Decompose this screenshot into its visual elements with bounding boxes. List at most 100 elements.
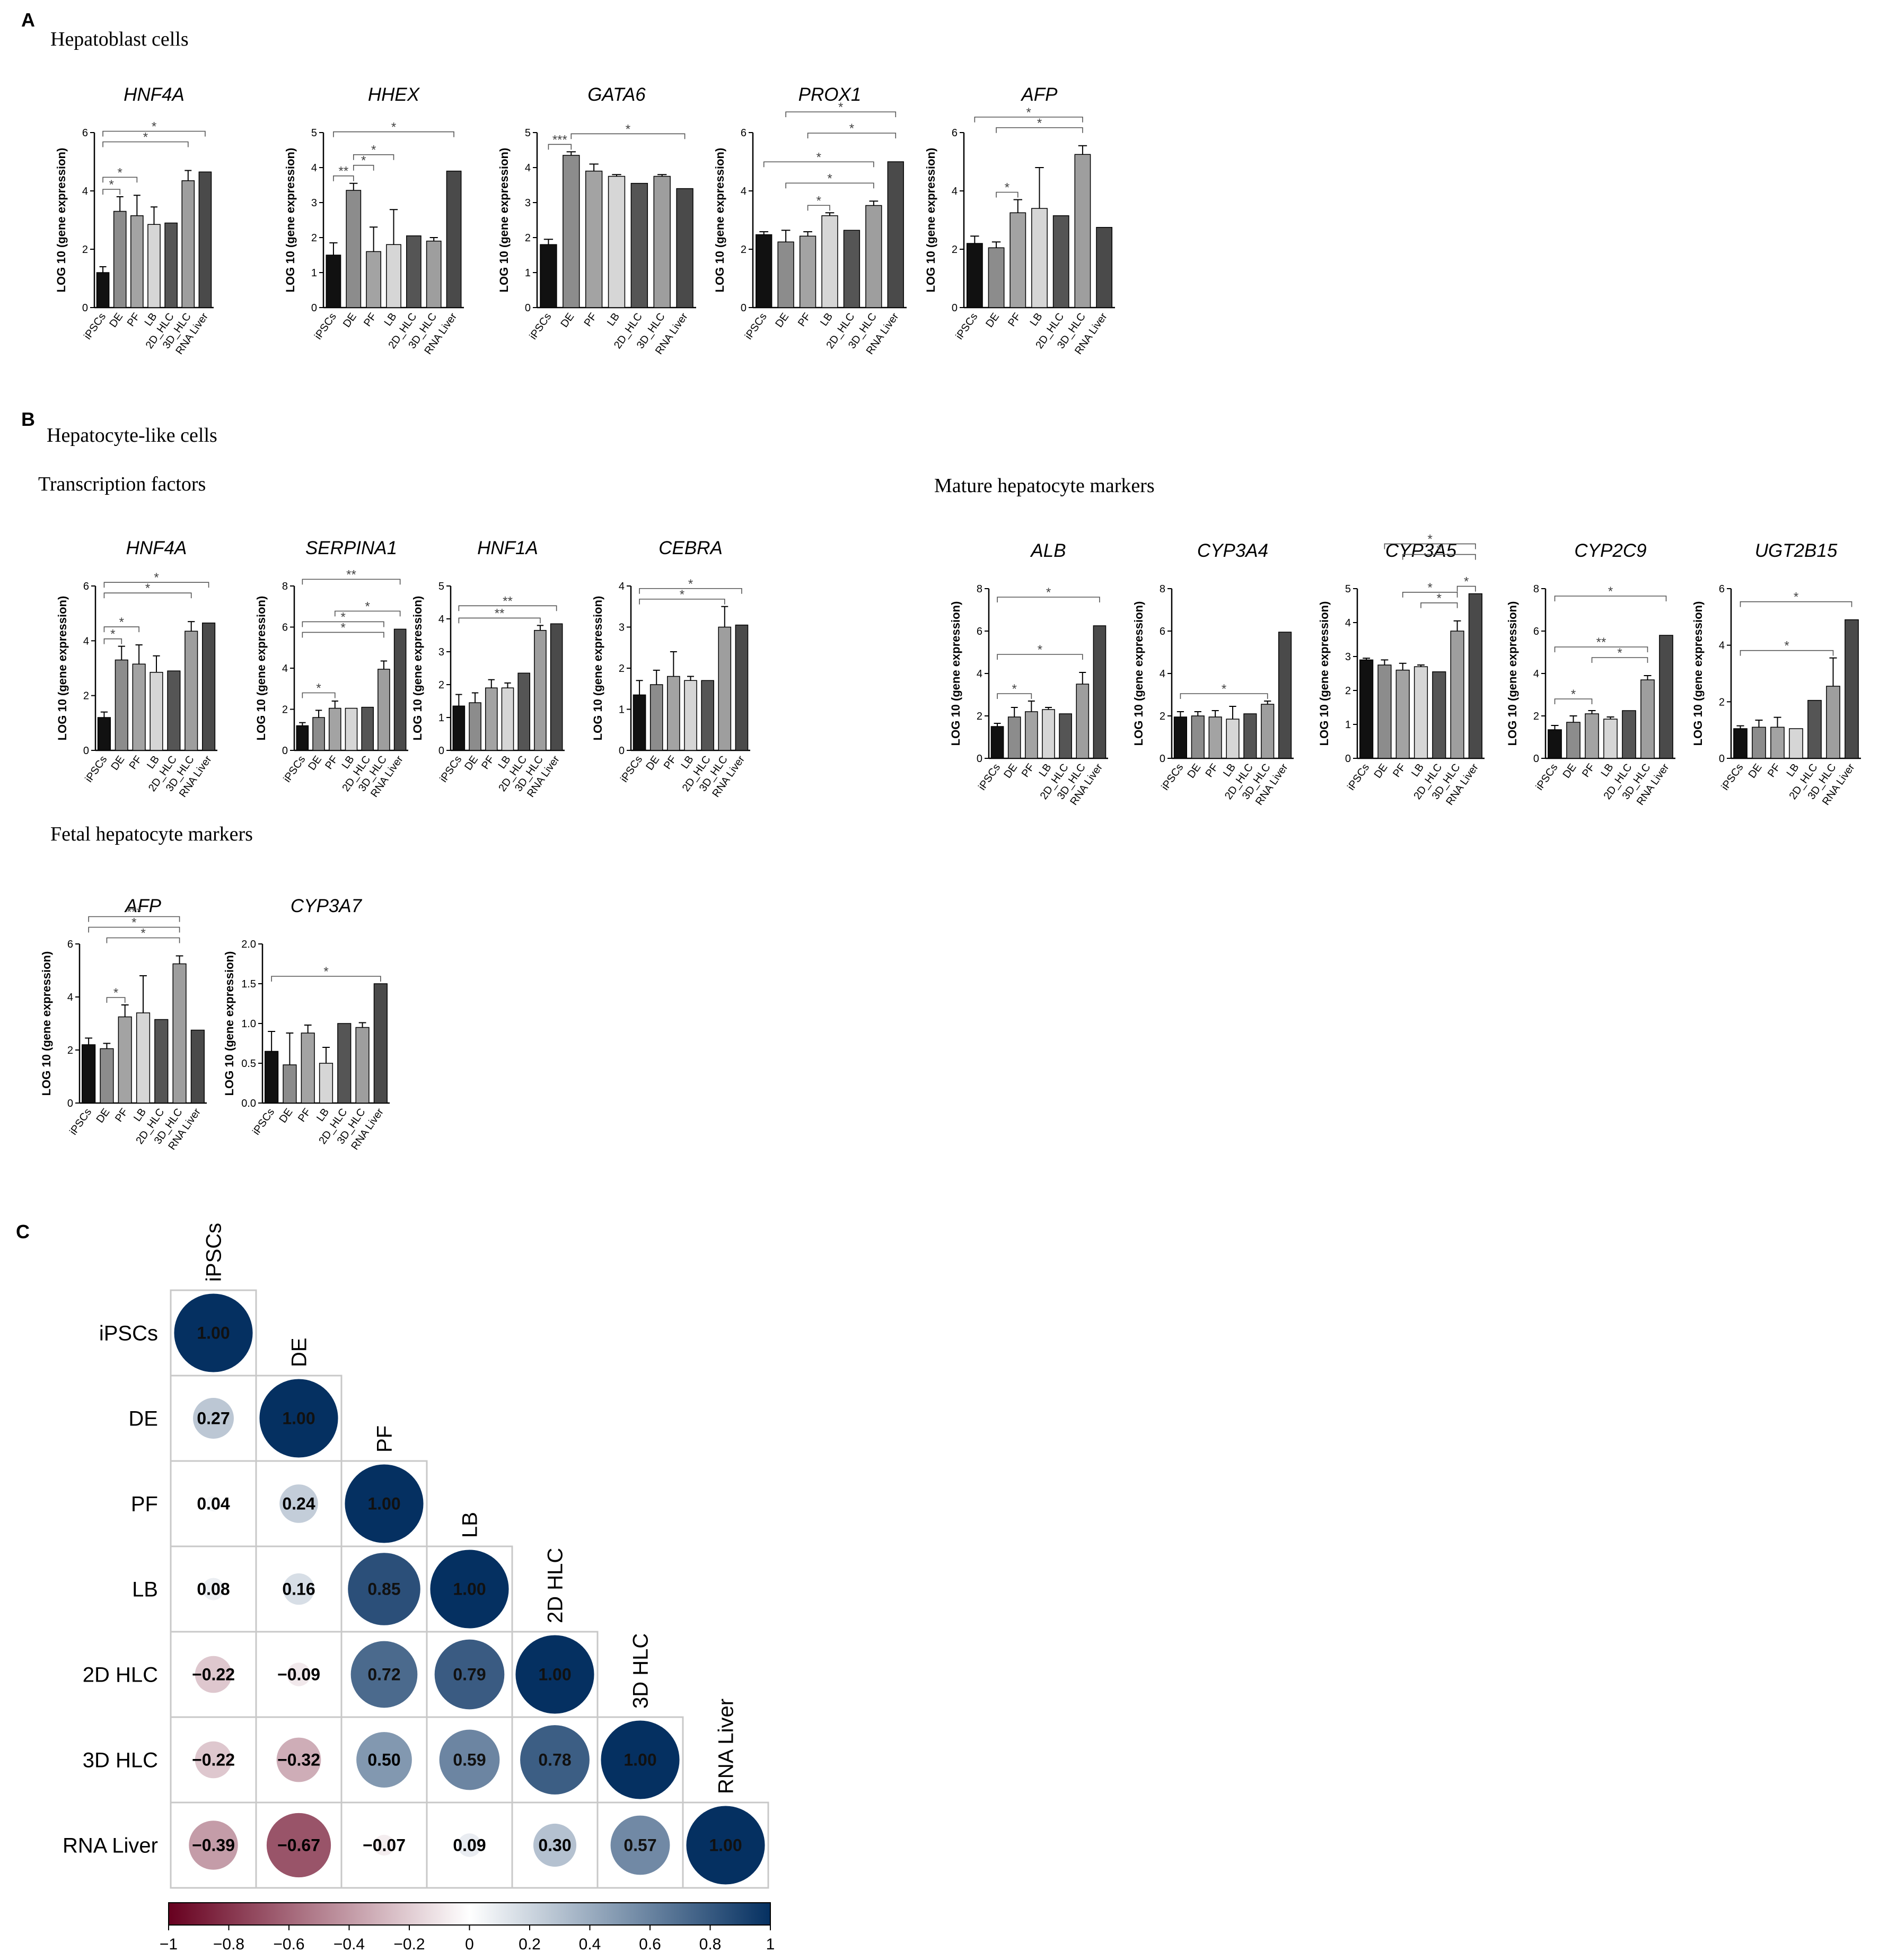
- significance-bracket: [1384, 543, 1476, 549]
- x-tick-label: iPSCs: [954, 311, 980, 342]
- significance-label: **: [346, 567, 356, 582]
- x-tick-label: LB: [1409, 762, 1426, 779]
- bar-ipscs: [265, 1051, 279, 1104]
- correlation-circle: [350, 1641, 418, 1708]
- significance-bracket: [333, 131, 454, 137]
- significance-bracket: [103, 626, 139, 633]
- bar-de: [1752, 727, 1766, 759]
- y-tick-label: 2: [1719, 696, 1725, 708]
- y-tick-label: 0: [438, 745, 444, 757]
- x-tick-label: iPSCs: [743, 311, 769, 342]
- significance-bracket: [302, 632, 384, 638]
- correlation-circle: [283, 1573, 315, 1605]
- y-tick-label: 6: [1533, 626, 1539, 637]
- y-tick-label: 3: [525, 197, 531, 209]
- correlation-circle: [279, 1484, 318, 1523]
- y-tick-label: 1: [525, 267, 531, 279]
- x-tick-label: DE: [773, 311, 791, 329]
- x-tick-label: iPSCs: [1719, 762, 1746, 792]
- significance-bracket: [271, 976, 381, 982]
- correlation-circle: [373, 1834, 395, 1856]
- chart-B4-cebra: CEBRA 0 1 2 3 4 LOG 10 (gene expression) iPSCsD…: [591, 538, 750, 800]
- bar-pf: [667, 676, 680, 751]
- chart-B9-ugt2b15: UGT2B15 0 2 4 6 LOG 10 (gene expression) iPSCs…: [1691, 540, 1861, 808]
- y-tick-label: 4: [438, 614, 444, 625]
- y-tick-label: 0: [67, 1098, 73, 1109]
- y-tick-label: 6: [83, 581, 89, 592]
- y-tick-label: 4: [741, 186, 747, 197]
- bar-de: [1566, 722, 1581, 759]
- bar-lb: [684, 680, 697, 751]
- x-tick-label: PF: [1580, 762, 1597, 780]
- correlation-circle: [601, 1720, 680, 1799]
- significance-bracket: [102, 141, 189, 147]
- bar-ipscs: [990, 726, 1004, 759]
- significance-label: *: [1012, 682, 1017, 696]
- colorbar-tick-label: 0.2: [519, 1936, 541, 1953]
- x-tick-label: iPSCs: [312, 311, 339, 342]
- significance-label: *: [316, 681, 321, 696]
- bar-lb: [345, 707, 358, 751]
- x-tick-label: LB: [382, 311, 399, 328]
- correlation-value: −0.07: [363, 1836, 406, 1855]
- bar-pf: [130, 215, 144, 308]
- y-tick-label: 2: [438, 679, 444, 691]
- y-tick-label: 1: [619, 704, 625, 716]
- significance-label: ***: [552, 133, 567, 147]
- significance-label: *: [1037, 116, 1042, 130]
- bar-de: [346, 190, 362, 308]
- y-axis-label: LOG 10 (gene expression): [497, 148, 511, 293]
- significance-bracket: [997, 654, 1083, 660]
- bar-pf: [1009, 212, 1026, 308]
- bar-lb: [1042, 709, 1055, 759]
- significance-bracket: [1420, 602, 1458, 608]
- y-axis-label: LOG 10 (gene expression): [591, 596, 604, 741]
- x-tick-label: PF: [1391, 762, 1408, 780]
- y-tick-label: 2: [282, 704, 288, 716]
- bar-2d-hlc: [1622, 710, 1636, 759]
- colorbar-tick-label: −0.6: [273, 1936, 304, 1953]
- bar-de: [1377, 664, 1392, 759]
- correlation-value: 1.00: [453, 1580, 486, 1599]
- y-tick-label: 2: [82, 244, 88, 256]
- significance-label: *: [391, 120, 396, 135]
- significance-bracket: [997, 597, 1100, 602]
- correlation-circle: [458, 1833, 481, 1857]
- x-tick-label: PF: [1020, 762, 1037, 780]
- significance-label: *: [1005, 181, 1009, 195]
- bar-de: [312, 717, 325, 751]
- x-tick-label: DE: [1372, 762, 1390, 780]
- significance-label: *: [1571, 687, 1576, 702]
- significance-label: *: [1464, 575, 1469, 589]
- significance-bracket: [103, 638, 122, 644]
- significance-label: ***: [127, 905, 142, 920]
- significance-bracket: [974, 116, 1083, 122]
- bar-3d-hlc: [1826, 686, 1840, 759]
- chart-B3-hnf1a: HNF1A 0 1 2 3 4 5 LOG 10 (gene expression) iPSCs…: [411, 538, 565, 800]
- chart-title: AFP: [124, 896, 162, 916]
- significance-label: **: [1596, 635, 1606, 650]
- y-axis-label: LOG 10 (gene expression): [713, 148, 726, 293]
- colorbar-tick-label: 0.8: [699, 1936, 722, 1953]
- correlation-value: −0.22: [192, 1751, 235, 1770]
- y-tick-label: 2: [741, 244, 747, 256]
- fetal-markers-heading: Fetal hepatocyte markers: [50, 823, 253, 845]
- significance-label: *: [113, 986, 118, 1000]
- bar-ipscs: [296, 725, 309, 751]
- x-tick-label: DE: [306, 754, 324, 772]
- y-tick-label: 0: [82, 302, 88, 314]
- panel-b-title: Hepatocyte-like cells: [47, 424, 217, 447]
- bar-ipscs: [96, 272, 110, 308]
- bar-lb: [1603, 719, 1618, 759]
- y-axis-label: LOG 10 (gene expression): [924, 148, 937, 293]
- chart-title: HHEX: [368, 84, 420, 105]
- bar-2d-hlc: [1059, 713, 1072, 759]
- significance-label: *: [1784, 639, 1789, 653]
- x-tick-label: iPSCs: [438, 754, 464, 784]
- bar-lb: [1226, 719, 1240, 759]
- significance-bracket: [333, 175, 354, 181]
- x-tick-label: PF: [479, 754, 497, 772]
- y-tick-label: 6: [977, 626, 982, 637]
- correlation-value: 0.27: [197, 1409, 230, 1428]
